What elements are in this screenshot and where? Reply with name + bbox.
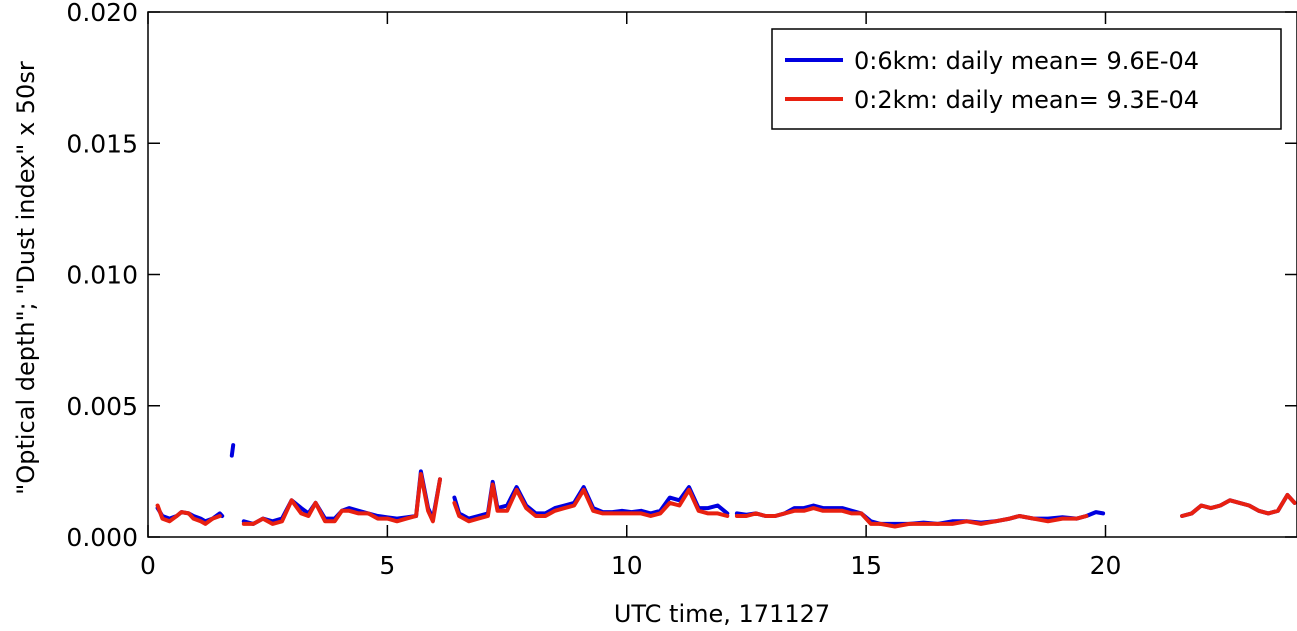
series-1-segment-4 <box>1180 493 1297 518</box>
legend: 0:6km: daily mean= 9.6E-04 0:2km: daily … <box>771 28 1282 130</box>
x-tick-label-3: 15 <box>850 551 882 580</box>
series-1-segment-2 <box>452 482 730 524</box>
series-1-segment-0 <box>155 503 222 526</box>
series-0 <box>155 443 1297 526</box>
y-tick-label-3: 0.015 <box>66 129 138 158</box>
legend-entry-0-2km: 0:2km: daily mean= 9.3E-04 <box>854 86 1199 114</box>
series-0-segment-3 <box>452 479 730 521</box>
x-tick-label-0: 0 <box>140 551 156 580</box>
y-tick-label-4: 0.020 <box>66 0 138 27</box>
y-tick-label-2: 0.010 <box>66 261 138 290</box>
y-tick-label-1: 0.005 <box>66 392 138 421</box>
y-axis-label: "Optical depth"; "Dust index" x 50sr <box>12 61 40 495</box>
legend-entry-0-6km: 0:6km: daily mean= 9.6E-04 <box>854 47 1199 75</box>
legend-box <box>771 28 1282 130</box>
top-tick-marks <box>147 12 1107 24</box>
series-1-segment-3 <box>734 506 1089 529</box>
series-1 <box>155 472 1297 529</box>
x-tick-label-4: 20 <box>1090 551 1122 580</box>
y-tick-label-0: 0.000 <box>66 523 138 552</box>
x-axis-label: UTC time, 171127 <box>614 600 830 628</box>
x-tick-label-1: 5 <box>379 551 395 580</box>
y-axis: 0.000 0.005 0.010 0.015 0.020 <box>66 0 1297 552</box>
x-tick-label-2: 10 <box>611 551 643 580</box>
series-0-segment-1 <box>229 443 236 458</box>
series-1-segment-1 <box>241 472 442 526</box>
series-layer <box>155 443 1297 529</box>
x-axis: 0 5 10 15 20 <box>140 525 1121 580</box>
